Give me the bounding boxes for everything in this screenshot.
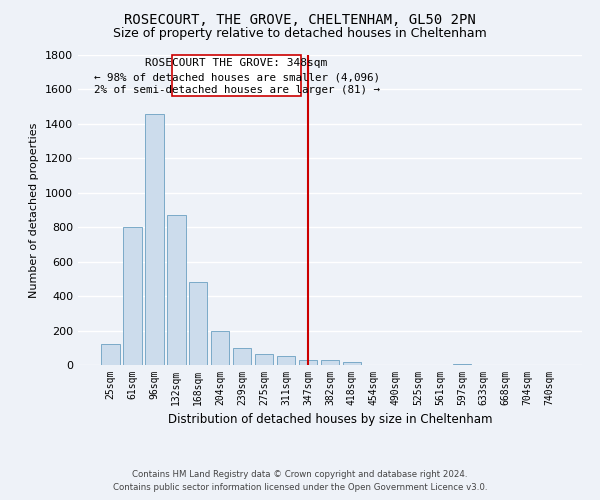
Y-axis label: Number of detached properties: Number of detached properties: [29, 122, 40, 298]
FancyBboxPatch shape: [172, 55, 301, 96]
Text: 2% of semi-detached houses are larger (81) →: 2% of semi-detached houses are larger (8…: [94, 86, 380, 96]
Text: ROSECOURT THE GROVE: 348sqm: ROSECOURT THE GROVE: 348sqm: [145, 58, 328, 68]
Text: ← 98% of detached houses are smaller (4,096): ← 98% of detached houses are smaller (4,…: [94, 72, 380, 83]
Text: ROSECOURT, THE GROVE, CHELTENHAM, GL50 2PN: ROSECOURT, THE GROVE, CHELTENHAM, GL50 2…: [124, 12, 476, 26]
Bar: [101, 344, 119, 365]
Bar: [123, 227, 142, 365]
Bar: [167, 215, 185, 365]
Text: Contains HM Land Registry data © Crown copyright and database right 2024.
Contai: Contains HM Land Registry data © Crown c…: [113, 470, 487, 492]
Bar: [320, 360, 340, 365]
Bar: [255, 354, 274, 365]
Bar: [299, 360, 317, 365]
Bar: [452, 364, 471, 365]
Bar: [211, 330, 229, 365]
Bar: [233, 348, 251, 365]
Bar: [145, 114, 164, 365]
Bar: [277, 356, 295, 365]
Bar: [343, 362, 361, 365]
Text: Size of property relative to detached houses in Cheltenham: Size of property relative to detached ho…: [113, 28, 487, 40]
X-axis label: Distribution of detached houses by size in Cheltenham: Distribution of detached houses by size …: [168, 414, 492, 426]
Bar: [189, 282, 208, 365]
